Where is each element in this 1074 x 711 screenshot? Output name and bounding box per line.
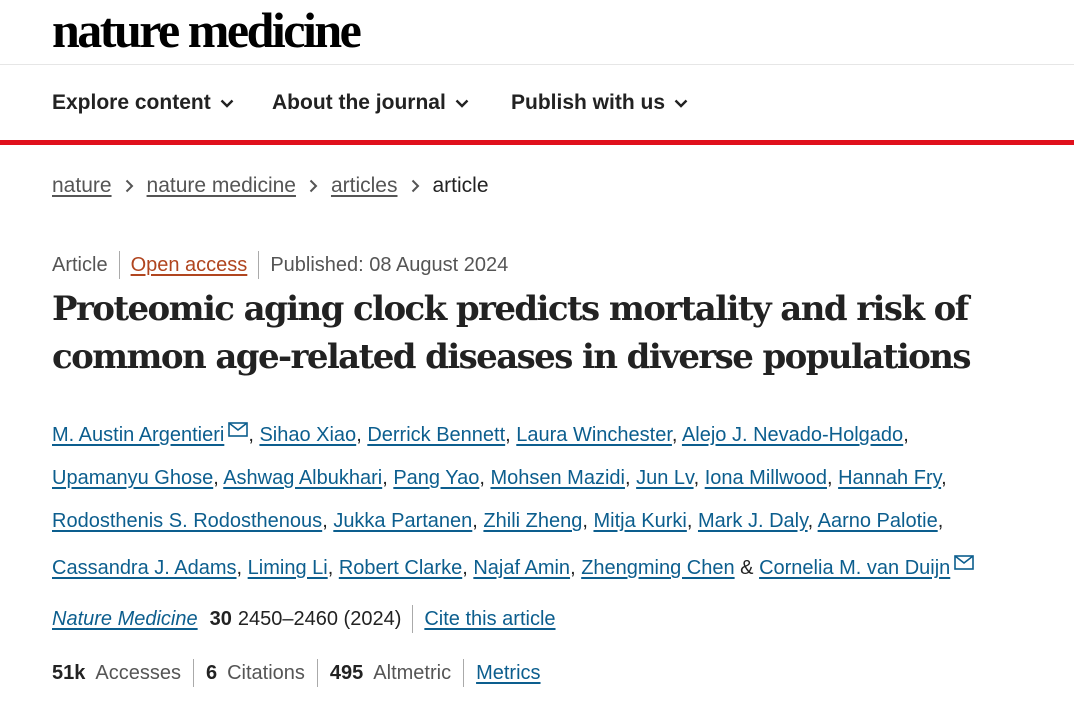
altmetric-score: 495 [329, 661, 364, 684]
nav-item-label: Explore content [52, 91, 211, 114]
author-link[interactable]: Zhili Zheng [483, 510, 583, 532]
author-link[interactable]: Cassandra J. Adams [52, 557, 237, 579]
author-list: M. Austin Argentieri, Sihao Xiao, Derric… [52, 410, 1042, 590]
author-link[interactable]: Mohsen Mazidi [490, 467, 625, 489]
chevron-right-icon [309, 179, 318, 193]
divider [412, 605, 414, 633]
author-link[interactable]: Alejo J. Nevado-Holgado [681, 424, 904, 446]
author-link[interactable]: Upamanyu Ghose [52, 467, 214, 489]
article-title: Proteomic aging clock predicts mortality… [52, 285, 1042, 381]
chevron-down-icon [674, 99, 688, 108]
title-line-1: Proteomic aging clock predicts mortality… [52, 289, 969, 329]
breadcrumb-articles[interactable]: articles [330, 174, 398, 197]
divider [258, 251, 260, 279]
email-icon[interactable] [228, 410, 249, 453]
author-link[interactable]: Sihao Xiao [259, 424, 357, 446]
author-link[interactable]: Derrick Bennett [367, 424, 506, 446]
author-link[interactable]: Mark J. Daly [697, 510, 808, 532]
author-link[interactable]: Laura Winchester [516, 424, 672, 446]
metrics-link[interactable]: Metrics [476, 661, 541, 684]
title-line-2: common age-related diseases in diverse p… [52, 337, 972, 377]
divider [316, 659, 318, 687]
author-link[interactable]: Robert Clarke [338, 557, 463, 579]
published-date: Published: 08 August 2024 [270, 253, 509, 276]
divider [463, 659, 465, 687]
nav-about-journal[interactable]: About the journal [272, 91, 469, 115]
divider [192, 659, 194, 687]
breadcrumb-nature-medicine[interactable]: nature medicine [146, 174, 296, 197]
author-link[interactable]: Zhengming Chen [581, 557, 735, 579]
breadcrumb: nature nature medicine articles article [52, 174, 489, 198]
author-link[interactable]: Jukka Partanen [333, 510, 473, 532]
accesses-label: Accesses [95, 661, 181, 684]
chevron-down-icon [455, 99, 469, 108]
author-link[interactable]: Aarno Palotie [817, 510, 938, 532]
open-access-link[interactable]: Open access [130, 253, 248, 276]
site-header: nature medicine [0, 0, 1074, 65]
author-link[interactable]: Ashwag Albukhari [223, 467, 383, 489]
chevron-down-icon [220, 99, 234, 108]
author-link[interactable]: Hannah Fry [838, 467, 942, 489]
author-link[interactable]: Liming Li [247, 557, 328, 579]
journal-logo[interactable]: nature medicine [52, 2, 362, 58]
nav-item-label: Publish with us [511, 91, 666, 114]
article-type: Article [52, 253, 108, 276]
pages-year: 2450–2460 (2024) [237, 607, 402, 630]
author-link[interactable]: M. Austin Argentieri [52, 424, 225, 446]
author-link[interactable]: Najaf Amin [473, 557, 571, 579]
main-nav: Explore content About the journal Publis… [0, 65, 1074, 145]
author-link[interactable]: Jun Lv [636, 467, 694, 489]
nav-explore-content[interactable]: Explore content [52, 91, 234, 115]
volume: 30 [209, 607, 232, 630]
chevron-right-icon [411, 179, 420, 193]
author-link[interactable]: Iona Millwood [704, 467, 827, 489]
nav-publish-with-us[interactable]: Publish with us [511, 91, 688, 115]
article-meta: Article Open access Published: 08 August… [52, 251, 508, 279]
cite-article-link[interactable]: Cite this article [424, 607, 556, 630]
journal-link[interactable]: Nature Medicine [52, 607, 198, 630]
citations-count: 6 [205, 661, 218, 684]
breadcrumb-nature[interactable]: nature [52, 174, 112, 197]
author-link[interactable]: Mitja Kurki [593, 510, 687, 532]
altmetric-label: Altmetric [373, 661, 452, 684]
citations-label: Citations [227, 661, 305, 684]
breadcrumb-current: article [432, 174, 489, 197]
divider [118, 251, 120, 279]
chevron-right-icon [125, 179, 134, 193]
article-metrics: 51k Accesses 6 Citations 495 Altmetric M… [52, 659, 541, 687]
email-icon[interactable] [954, 543, 975, 586]
author-link[interactable]: Cornelia M. van Duijn [759, 557, 951, 579]
citation-line: Nature Medicine 30 2450–2460 (2024) Cite… [52, 605, 556, 633]
nav-item-label: About the journal [272, 91, 446, 114]
author-link[interactable]: Pang Yao [393, 467, 480, 489]
author-link[interactable]: Rodosthenis S. Rodosthenous [52, 510, 323, 532]
accesses-count: 51k [52, 661, 86, 684]
